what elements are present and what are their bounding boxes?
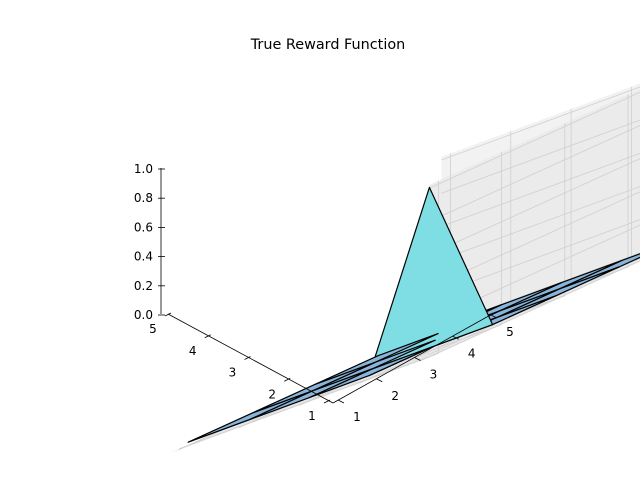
y-tick-label-0: 1: [353, 410, 361, 424]
surface-patch-3-2: [308, 346, 433, 399]
back-right-pane: [429, 88, 640, 358]
x-tick-label-2: 3: [229, 366, 237, 380]
z-tick-label-0: 0.0: [134, 308, 153, 322]
gridline-z-0: [428, 252, 640, 355]
gridline-z-2: [428, 186, 640, 289]
y-tick-label-3: 4: [468, 346, 476, 360]
y-tick-label-2: 3: [430, 368, 438, 382]
gridline-z-1: [428, 219, 640, 322]
y-tick-label-1: 2: [391, 389, 399, 403]
x-axis-line: [167, 313, 334, 404]
x-tick-label-3: 4: [189, 344, 197, 358]
gridline-z-4: [428, 119, 640, 222]
z-tick-label-2: 0.4: [134, 250, 153, 264]
surface-patch-2-1: [311, 339, 436, 392]
y-tick-label-4: 5: [506, 325, 514, 339]
surface-patch-3-0: [187, 390, 313, 443]
chart-title: True Reward Function: [250, 37, 406, 53]
x-tick-label-0: 1: [308, 409, 316, 423]
y-tick-mark-4: [490, 314, 498, 319]
y-tick-mark-0: [337, 399, 345, 404]
z-tick-label-1: 0.2: [134, 279, 153, 293]
y-tick-mark-3: [452, 335, 459, 340]
x-tick-mark-1: [284, 377, 291, 382]
surface-plot: [187, 186, 640, 443]
y-axis-line: [332, 312, 495, 404]
x-tick-mark-2: [244, 356, 251, 360]
gridline-z-5: [428, 86, 640, 189]
z-tick-label-5: 1.0: [134, 162, 153, 176]
gridline-y-4: [419, 260, 640, 362]
z-tick-label-4: 0.8: [134, 191, 153, 205]
z-tick-label-3: 0.6: [134, 220, 153, 234]
gridline-z-3: [428, 152, 640, 256]
x-tick-mark-4: [164, 312, 172, 317]
x-tick-mark-3: [204, 334, 211, 339]
y-tick-mark-1: [376, 378, 383, 383]
axes-frame: [160, 168, 495, 404]
x-tick-label-1: 2: [268, 387, 276, 401]
x-tick-label-4: 5: [149, 322, 157, 336]
y-tick-mark-2: [414, 357, 421, 361]
x-tick-mark-0: [323, 399, 331, 404]
